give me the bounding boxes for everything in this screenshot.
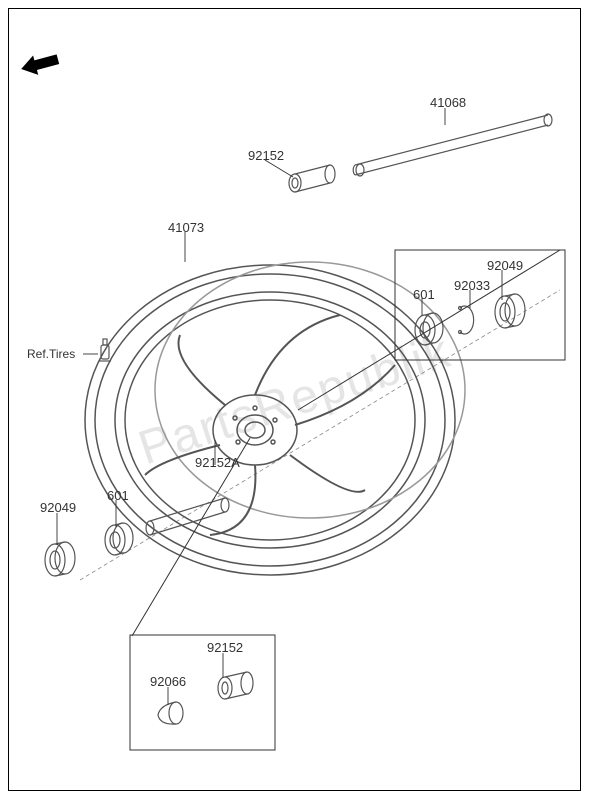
label-601-r: 601 — [413, 287, 435, 302]
label-ref-tires: Ref.Tires — [27, 347, 75, 361]
part-bearing-left — [105, 523, 133, 555]
label-92152A: 92152A — [195, 455, 240, 470]
label-92152-bot: 92152 — [207, 640, 243, 655]
label-92049-tr: 92049 — [487, 258, 523, 273]
part-seal-right — [495, 294, 525, 328]
parts-diagram — [0, 0, 589, 799]
part-collar-top — [289, 165, 335, 192]
part-wheel — [85, 262, 465, 575]
label-92049-bl: 92049 — [40, 500, 76, 515]
label-601-l: 601 — [107, 488, 129, 503]
part-axle — [353, 114, 552, 176]
label-92066: 92066 — [150, 674, 186, 689]
label-41068: 41068 — [430, 95, 466, 110]
assembly-axis — [80, 290, 560, 580]
part-cap — [158, 702, 183, 724]
detail-frame — [130, 635, 275, 750]
part-spacer — [146, 498, 229, 535]
label-92152-top: 92152 — [248, 148, 284, 163]
label-41073: 41073 — [168, 220, 204, 235]
leader-lines — [57, 108, 502, 705]
part-seal-left — [45, 542, 75, 576]
label-92033: 92033 — [454, 278, 490, 293]
detail-frame-left — [25, 480, 255, 600]
